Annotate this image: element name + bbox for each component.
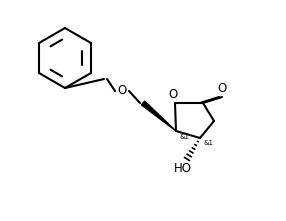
Text: HO: HO [174,162,192,175]
Text: &1: &1 [204,140,214,146]
Text: O: O [217,82,227,95]
Text: &1: &1 [180,134,190,140]
Polygon shape [141,101,176,131]
Text: O: O [168,88,178,101]
Text: O: O [117,84,127,97]
